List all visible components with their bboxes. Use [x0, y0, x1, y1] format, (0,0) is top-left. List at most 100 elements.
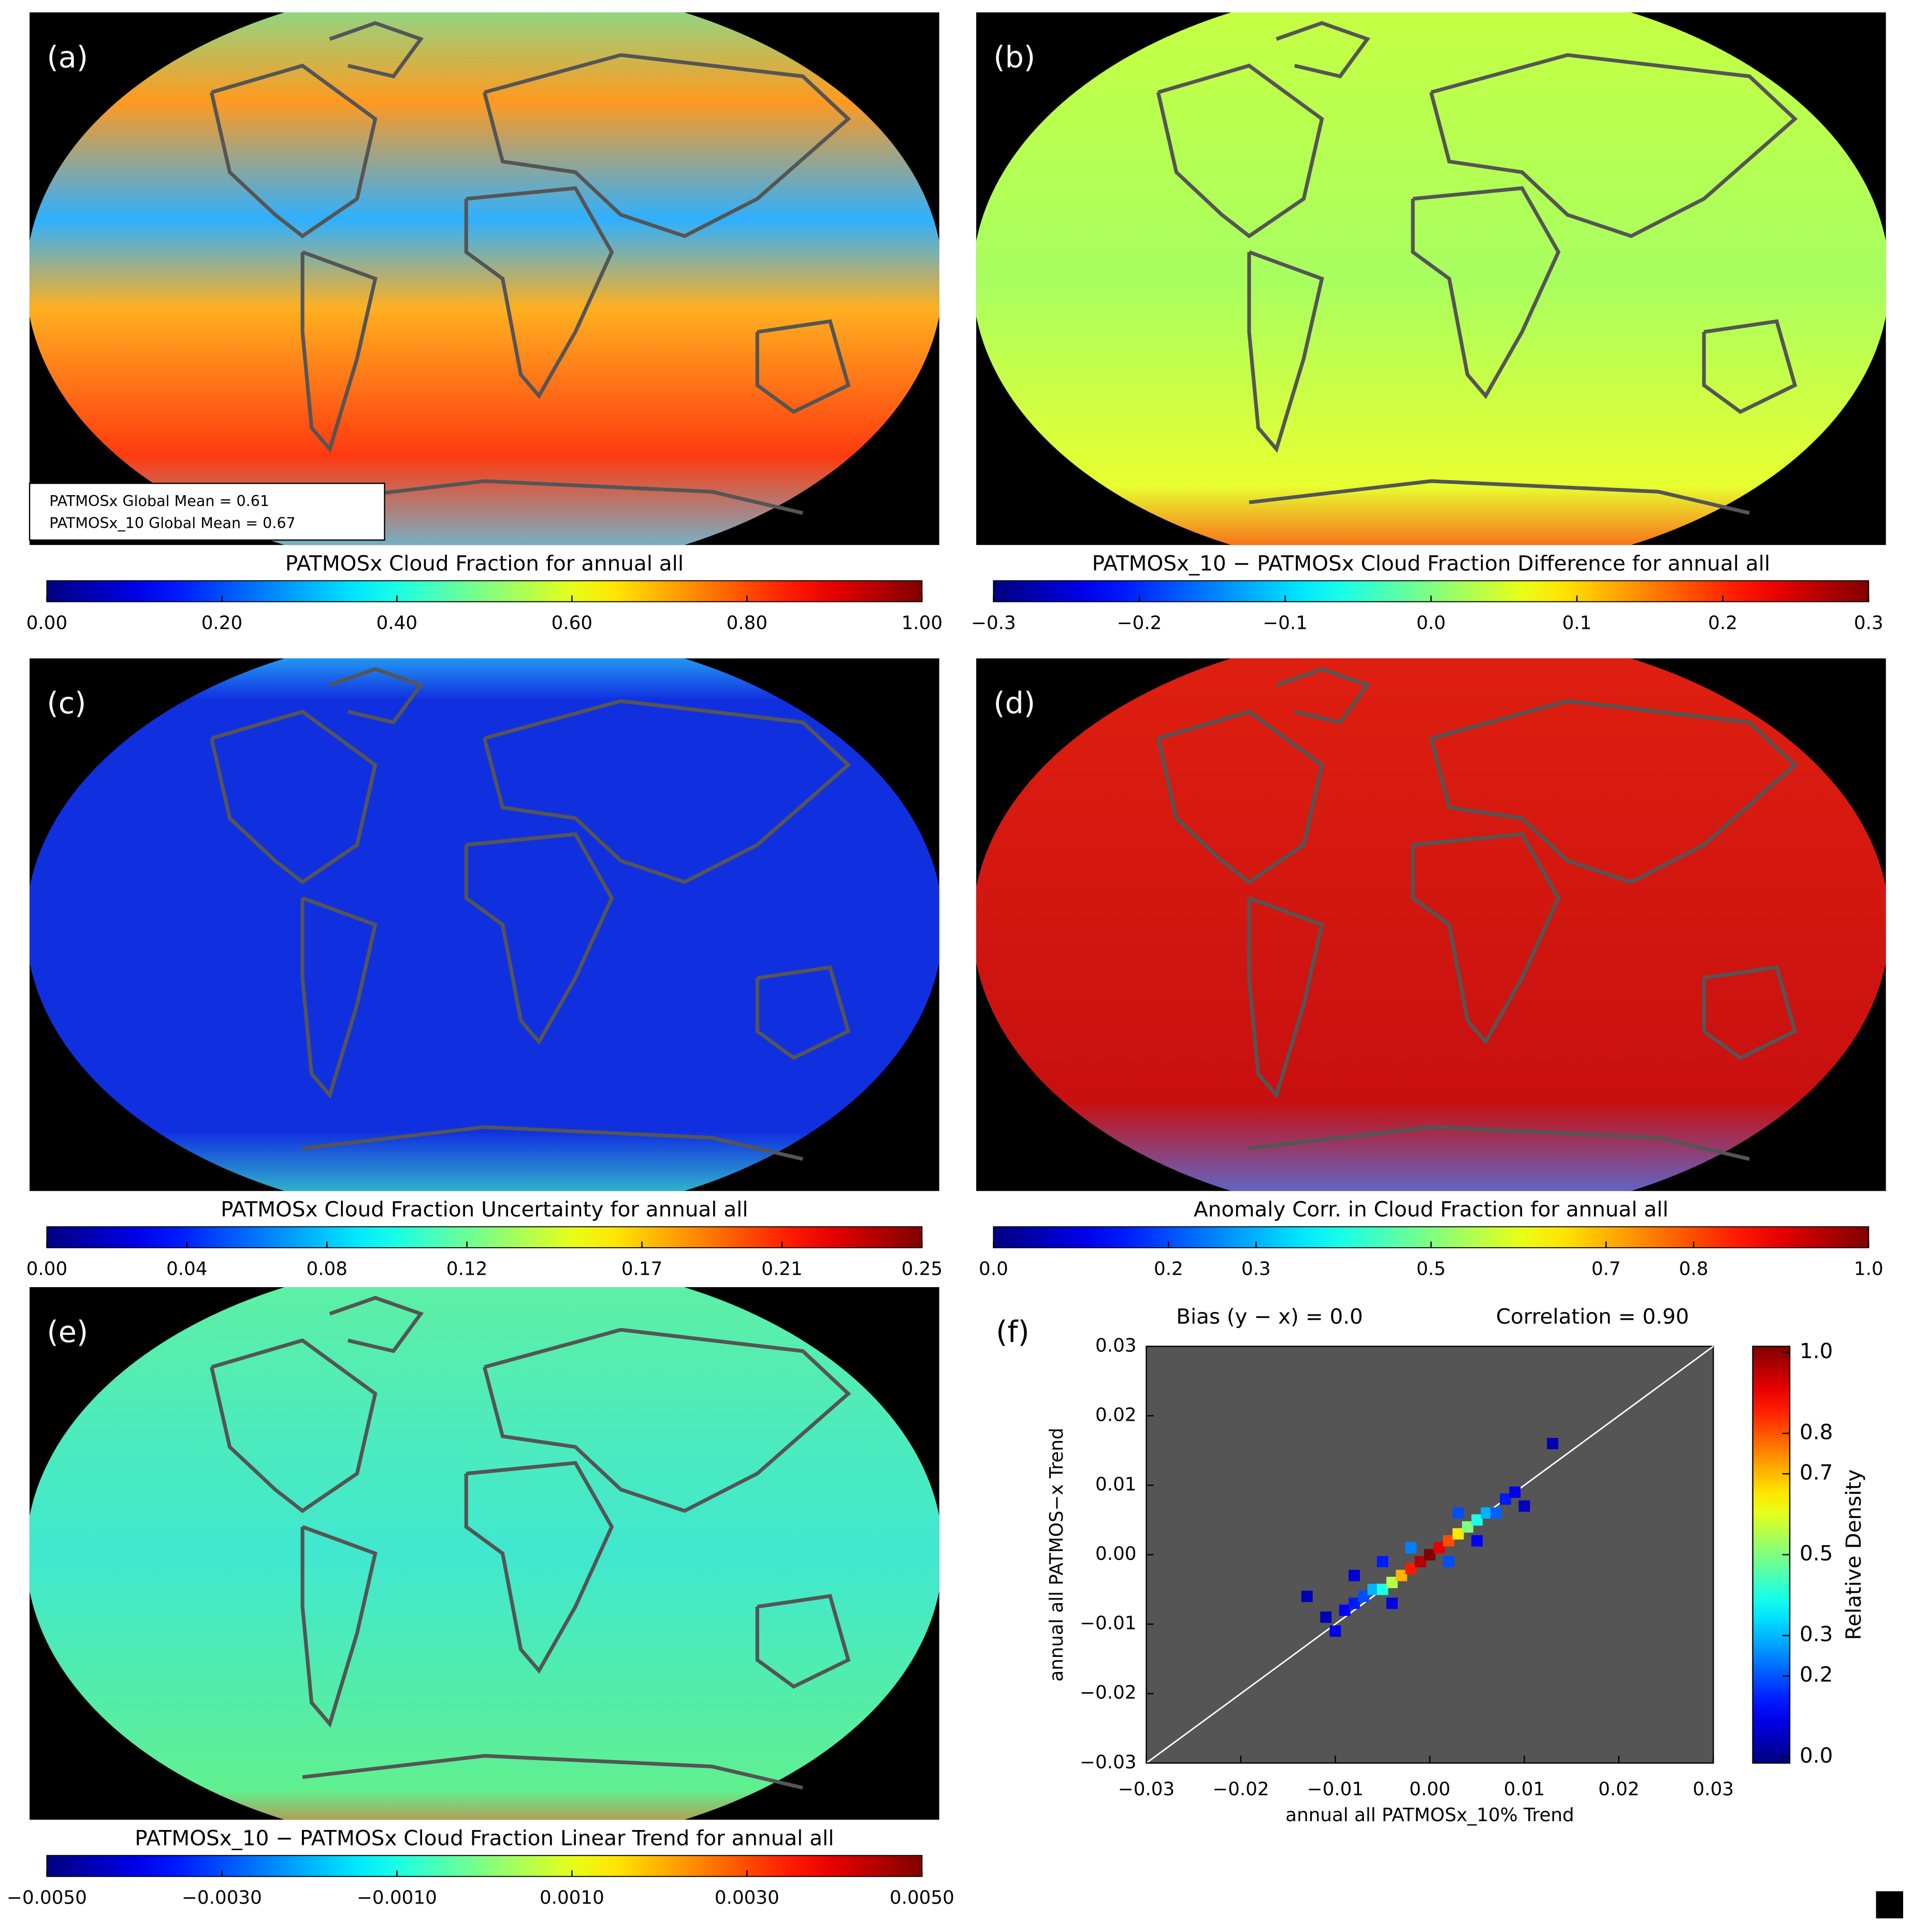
y-axis-label: annual all PATMOS−x Trend — [1046, 1428, 1067, 1681]
map-globe — [30, 658, 939, 1191]
density-cell — [1320, 1611, 1332, 1623]
colorbar-tick-label: −0.0030 — [182, 1887, 262, 1909]
density-cell — [1443, 1555, 1455, 1567]
continent-outline — [209, 63, 378, 239]
panel-label: (f) — [996, 1315, 1030, 1349]
colorbar-tick-label: 0.2 — [1708, 613, 1737, 634]
continent-outline — [1156, 63, 1324, 239]
colorbar-title: PATMOSx_10 − PATMOSx Cloud Fraction Line… — [135, 1825, 834, 1850]
map-globe — [30, 1287, 939, 1820]
continent-outline — [464, 186, 614, 399]
continent-outline — [1247, 250, 1324, 453]
corner-square — [1876, 1891, 1903, 1919]
colorbar-tick-label: 0.8 — [1679, 1259, 1708, 1280]
continent-outline — [300, 250, 378, 453]
colorbar-tick-label: 0.5 — [1416, 1259, 1446, 1280]
annotation: PATMOSx_10 Global Mean = 0.67 — [49, 514, 295, 532]
colorbar-tick-label: 0.0 — [979, 1259, 1008, 1280]
density-cell — [1386, 1597, 1398, 1609]
density-cell — [1367, 1583, 1379, 1595]
density-cell — [1301, 1591, 1313, 1602]
colorbar-tick-label: 0.00 — [26, 613, 67, 634]
continent-outline — [300, 1525, 378, 1728]
density-cell — [1376, 1555, 1388, 1567]
panel-label: (d) — [993, 686, 1035, 720]
density-cell — [1500, 1493, 1511, 1505]
density-cell — [1349, 1569, 1360, 1581]
colorbar-tick-label: 0.04 — [166, 1259, 207, 1280]
map-globe — [30, 12, 939, 545]
colorbar-tick-label: 0.80 — [727, 613, 767, 634]
colorbar-tick-label: 1.0 — [1800, 1338, 1833, 1363]
density-cell — [1471, 1514, 1483, 1526]
continent-outline — [1249, 1125, 1750, 1161]
colorbar-label: Relative Density — [1841, 1469, 1866, 1640]
y-tick-label: −0.03 — [1080, 1752, 1136, 1773]
continents — [209, 667, 851, 1161]
continent-outline — [755, 965, 851, 1060]
colorbar-tick-label: 0.21 — [761, 1259, 802, 1280]
density-cell — [1481, 1507, 1492, 1519]
colorbar-tick-label: 0.0010 — [540, 1887, 604, 1909]
density-cell — [1509, 1486, 1521, 1498]
continent-outline — [1429, 53, 1798, 238]
continent-outline — [464, 832, 614, 1045]
colorbar-tick-label: −0.0050 — [7, 1887, 87, 1909]
density-cell — [1471, 1535, 1483, 1547]
continent-outline — [1411, 832, 1561, 1045]
continent-outline — [300, 896, 378, 1099]
colorbar — [46, 1226, 923, 1248]
density-cell — [1405, 1542, 1417, 1554]
colorbar-tick-label: 0.08 — [306, 1259, 347, 1280]
colorbar-tick-label: 0.7 — [1591, 1259, 1621, 1280]
map-globe — [976, 658, 1886, 1191]
continent-outline — [482, 53, 851, 238]
colorbar-tick-label: 0.3 — [1854, 613, 1883, 634]
colorbar-tick-label: 0.1 — [1562, 613, 1592, 634]
colorbar-tick-label: 1.0 — [1854, 1259, 1883, 1280]
continents — [209, 21, 851, 515]
density-cell — [1376, 1583, 1388, 1595]
colorbar-tick-label: −0.1 — [1263, 613, 1308, 634]
density-cell — [1396, 1569, 1408, 1581]
colorbar-tick-label: 0.3 — [1241, 1259, 1271, 1280]
continent-outline — [482, 699, 851, 884]
y-tick-label: 0.02 — [1095, 1404, 1136, 1425]
continent-outline — [1276, 667, 1371, 725]
panel-label: (c) — [47, 686, 86, 720]
colorbar-title: PATMOSx Cloud Fraction for annual all — [285, 551, 684, 575]
colorbar-tick-label: 0.2 — [1800, 1662, 1833, 1687]
continent-outline — [1702, 965, 1798, 1060]
colorbar-tick-label: 0.0 — [1416, 613, 1446, 634]
continent-outline — [1156, 710, 1324, 885]
colorbar-tick-label: 0.12 — [446, 1259, 487, 1280]
continent-outline — [302, 1125, 804, 1161]
density-cell — [1452, 1507, 1464, 1519]
x-tick-label: 0.00 — [1409, 1779, 1450, 1800]
continents — [1156, 21, 1798, 515]
density-cell — [1547, 1438, 1559, 1449]
density-cell — [1433, 1542, 1445, 1554]
continent-outline — [1249, 479, 1750, 515]
continent-outline — [464, 1461, 614, 1674]
map-globe — [976, 12, 1886, 545]
density-cell — [1490, 1507, 1502, 1519]
colorbar-tick-label: 0.2 — [1154, 1259, 1183, 1280]
y-tick-label: −0.01 — [1080, 1613, 1136, 1634]
x-tick-label: 0.02 — [1598, 1779, 1639, 1800]
density-cell — [1443, 1535, 1455, 1547]
annotation: Correlation = 0.90 — [1496, 1304, 1689, 1329]
continent-outline — [302, 1754, 804, 1790]
continents — [1156, 667, 1798, 1161]
colorbar-tick-label: −0.3 — [971, 613, 1016, 634]
continent-outline — [482, 1328, 851, 1513]
colorbar-tick-label: 0.60 — [552, 613, 592, 634]
colorbar-tick-label: 0.3 — [1800, 1622, 1833, 1647]
x-tick-label: −0.03 — [1118, 1779, 1175, 1800]
density-cell — [1358, 1591, 1370, 1602]
panel-label: (e) — [47, 1315, 88, 1349]
density-cell — [1414, 1555, 1426, 1567]
colorbar-tick-label: 0.17 — [621, 1259, 662, 1280]
continent-outline — [209, 710, 378, 885]
